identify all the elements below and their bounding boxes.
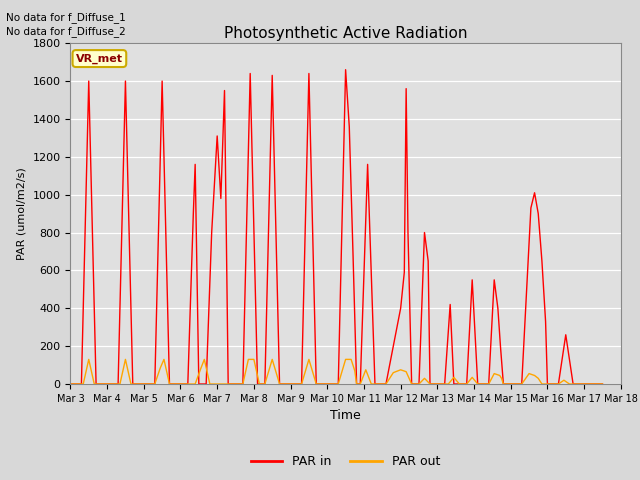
PAR in — [253, 381, 261, 387]
PAR in — [342, 67, 349, 72]
PAR out — [67, 381, 74, 387]
Text: No data for f_Diffuse_1: No data for f_Diffuse_1 — [6, 12, 126, 23]
PAR in — [261, 381, 269, 387]
X-axis label: Time: Time — [330, 409, 361, 422]
PAR out — [525, 371, 533, 376]
PAR out — [298, 381, 305, 387]
PAR in — [67, 381, 74, 387]
PAR in — [569, 381, 577, 387]
PAR out — [382, 381, 390, 387]
PAR in — [403, 86, 410, 92]
PAR in — [195, 381, 203, 387]
Title: Photosynthetic Active Radiation: Photosynthetic Active Radiation — [224, 25, 467, 41]
PAR out — [200, 357, 208, 362]
Text: No data for f_Diffuse_2: No data for f_Diffuse_2 — [6, 26, 126, 37]
PAR out — [408, 381, 415, 387]
PAR out — [85, 357, 93, 362]
PAR in — [598, 381, 606, 387]
PAR in — [122, 78, 129, 84]
Line: PAR out: PAR out — [70, 360, 602, 384]
PAR out — [598, 381, 606, 387]
PAR out — [239, 381, 246, 387]
Legend: PAR in, PAR out: PAR in, PAR out — [246, 450, 445, 473]
Text: VR_met: VR_met — [76, 53, 123, 64]
Y-axis label: PAR (umol/m2/s): PAR (umol/m2/s) — [17, 167, 27, 260]
Line: PAR in: PAR in — [70, 70, 602, 384]
